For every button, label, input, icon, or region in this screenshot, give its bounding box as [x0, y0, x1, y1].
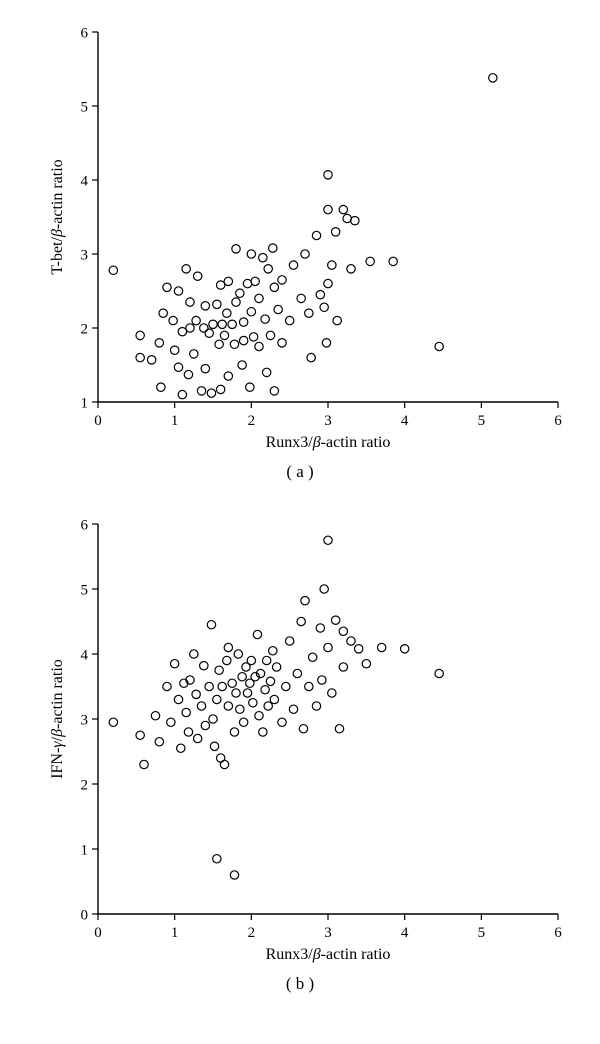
svg-text:2: 2	[81, 321, 89, 337]
svg-text:1: 1	[81, 842, 89, 858]
svg-text:6: 6	[81, 517, 89, 533]
svg-text:IFN-γ/β-actin ratio: IFN-γ/β-actin ratio	[49, 659, 66, 779]
svg-text:5: 5	[81, 582, 89, 598]
scatter-plot-b: 0 1 2 3 4 5 6 0 1 2 3 4 5 6 Runx3/β-actin ratio IFN-γ/β…	[40, 512, 570, 968]
scatter-plot-a: 0123456123456Runx3/β-actin ratioT-bet/β-…	[40, 20, 570, 456]
panel-a: 0123456123456Runx3/β-actin ratioT-bet/β-…	[40, 20, 560, 482]
svg-text:3: 3	[81, 247, 89, 263]
svg-text:5: 5	[478, 925, 486, 941]
svg-text:2: 2	[248, 413, 256, 429]
svg-text:2: 2	[248, 925, 256, 941]
svg-text:6: 6	[554, 413, 562, 429]
svg-text:4: 4	[81, 647, 89, 663]
svg-text:T-bet/β-actin ratio: T-bet/β-actin ratio	[49, 159, 66, 274]
panel-a-label: ( a )	[40, 462, 560, 482]
svg-text:6: 6	[81, 25, 89, 41]
svg-text:3: 3	[81, 712, 89, 728]
svg-text:Runx3/β-actin ratio: Runx3/β-actin ratio	[266, 946, 391, 963]
svg-text:Runx3/β-actin ratio: Runx3/β-actin ratio	[266, 434, 391, 451]
svg-text:0: 0	[94, 925, 102, 941]
svg-text:4: 4	[81, 173, 89, 189]
panel-b-label: ( b )	[40, 974, 560, 994]
svg-text:1: 1	[171, 925, 179, 941]
svg-text:4: 4	[401, 413, 409, 429]
panel-b: 0 1 2 3 4 5 6 0 1 2 3 4 5 6 Runx3/β-actin ratio IFN-γ/β…	[40, 512, 560, 994]
svg-text:6: 6	[554, 925, 562, 941]
svg-text:1: 1	[81, 395, 89, 411]
svg-text:2: 2	[81, 777, 89, 793]
svg-text:4: 4	[401, 925, 409, 941]
svg-text:5: 5	[81, 99, 89, 115]
svg-text:3: 3	[324, 925, 332, 941]
svg-text:0: 0	[94, 413, 102, 429]
svg-text:3: 3	[324, 413, 332, 429]
svg-text:1: 1	[171, 413, 179, 429]
svg-text:0: 0	[81, 907, 89, 923]
svg-text:5: 5	[478, 413, 486, 429]
